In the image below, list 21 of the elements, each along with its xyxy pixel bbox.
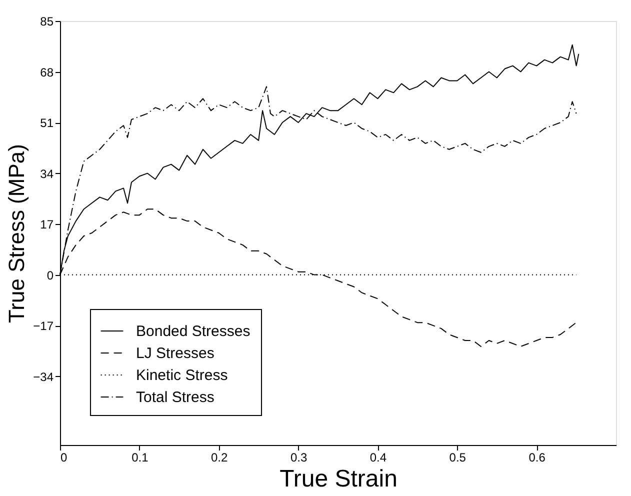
y-tick-label: 68 bbox=[40, 65, 54, 80]
y-axis-title: True Stress (MPa) bbox=[4, 144, 30, 323]
y-tick-label: −34 bbox=[33, 370, 54, 384]
y-tick-label: 0 bbox=[46, 268, 54, 282]
y-tick-label: 17 bbox=[40, 218, 54, 232]
y-tick-label: 34 bbox=[40, 166, 54, 181]
legend-label: Bonded Stresses bbox=[136, 323, 250, 340]
x-tick-label: 0.6 bbox=[528, 450, 546, 464]
x-tick-label: 0.4 bbox=[370, 450, 387, 464]
y-tick-label: 51 bbox=[40, 116, 54, 130]
y-tick-label: −17 bbox=[33, 319, 54, 334]
x-tick-label: 0.1 bbox=[132, 450, 149, 464]
legend-label: LJ Stresses bbox=[136, 345, 214, 362]
x-tick-label: 0.3 bbox=[290, 450, 308, 464]
y-tick-label: 85 bbox=[40, 14, 54, 28]
legend-label: Total Stress bbox=[136, 389, 214, 406]
x-axis-title: True Strain bbox=[280, 466, 398, 492]
legend-label: Kinetic Stress bbox=[136, 367, 228, 384]
x-tick-label: 0.5 bbox=[449, 450, 466, 464]
x-tick-label: 0 bbox=[60, 450, 68, 464]
x-tick-label: 0.2 bbox=[211, 450, 228, 464]
